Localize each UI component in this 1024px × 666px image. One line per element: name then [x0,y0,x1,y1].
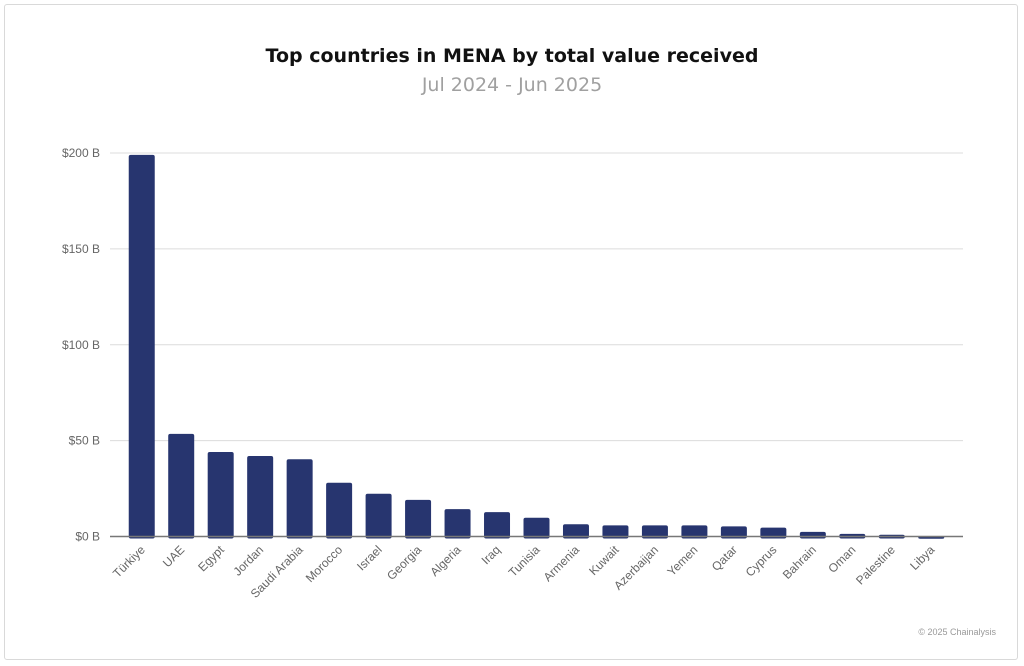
bar [562,524,589,539]
chart-card [4,4,1018,660]
bar [720,526,747,539]
x-tick-label: Türkiye [110,542,148,580]
x-tick-label: Qatar [709,543,740,574]
y-tick-label: $200 B [62,146,100,160]
bar [681,525,708,539]
bar [168,433,195,539]
x-tick-label: Algeria [427,542,464,579]
bar [523,517,550,539]
x-tick-label: Jordan [230,543,266,579]
x-tick-label: Israel [354,543,385,574]
bar [641,525,668,539]
chart-subtitle: Jul 2024 - Jun 2025 [421,74,603,96]
x-tick-label: Armenia [541,542,583,584]
x-tick-label: Tunisia [506,542,543,579]
y-tick-label: $50 B [69,434,100,448]
x-tick-label: Cyprus [743,543,780,580]
x-tick-label: Morocco [303,542,346,585]
x-tick-label: Palestine [853,542,898,587]
copyright-credit: © 2025 Chainalysis [918,627,996,637]
x-tick-label: Iraq [479,543,504,568]
y-tick-label: $150 B [62,242,100,256]
x-tick-label: UAE [160,543,187,570]
x-tick-label: Yemen [665,543,701,579]
bar [326,482,353,539]
x-tick-label: Bahrain [780,543,819,582]
x-tick-label: Kuwait [586,542,622,578]
x-tick-label: Oman [825,543,858,576]
bar [799,531,826,539]
bar [602,525,629,539]
x-tick-label: Egypt [195,542,227,574]
chart-title: Top countries in MENA by total value rec… [265,45,759,67]
bar [286,459,313,539]
y-tick-label: $100 B [62,338,100,352]
bar [484,512,511,539]
bar [444,509,471,539]
bar [247,455,274,539]
x-tick-label: Georgia [384,542,424,582]
y-tick-label: $0 B [75,530,100,544]
bar [128,154,155,539]
x-tick-label: Libya [907,542,937,572]
bar [207,451,234,539]
bar [405,499,432,539]
bar [365,493,392,539]
